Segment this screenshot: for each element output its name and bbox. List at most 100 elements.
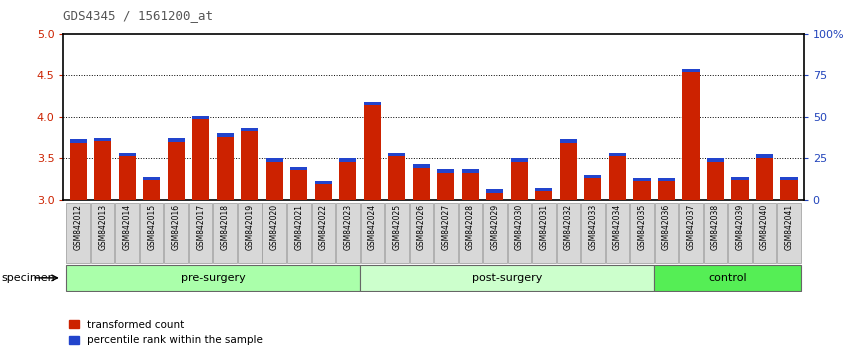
- Text: GSM842017: GSM842017: [196, 204, 206, 250]
- FancyBboxPatch shape: [287, 203, 310, 263]
- Bar: [118, 153, 135, 156]
- Text: GSM842020: GSM842020: [270, 204, 278, 250]
- Bar: [168, 138, 184, 142]
- Bar: [437, 169, 454, 200]
- Bar: [732, 177, 749, 180]
- FancyBboxPatch shape: [115, 203, 139, 263]
- Text: GSM842035: GSM842035: [637, 204, 646, 250]
- Text: specimen: specimen: [2, 273, 56, 283]
- Bar: [388, 153, 405, 156]
- Text: GSM842029: GSM842029: [491, 204, 499, 250]
- FancyBboxPatch shape: [213, 203, 237, 263]
- Bar: [266, 159, 283, 162]
- Bar: [94, 138, 111, 200]
- Text: GSM842019: GSM842019: [245, 204, 255, 250]
- FancyBboxPatch shape: [483, 203, 507, 263]
- FancyBboxPatch shape: [164, 203, 188, 263]
- FancyBboxPatch shape: [434, 203, 458, 263]
- Bar: [658, 178, 675, 181]
- FancyBboxPatch shape: [508, 203, 531, 263]
- Bar: [780, 177, 798, 180]
- Bar: [707, 159, 724, 200]
- Bar: [69, 139, 87, 143]
- Bar: [315, 181, 332, 184]
- Bar: [634, 178, 651, 200]
- Text: GSM842028: GSM842028: [466, 204, 475, 250]
- Text: GSM842024: GSM842024: [368, 204, 376, 250]
- Bar: [780, 177, 798, 200]
- Bar: [683, 69, 700, 72]
- Bar: [486, 189, 503, 193]
- Text: pre-surgery: pre-surgery: [180, 273, 245, 283]
- FancyBboxPatch shape: [532, 203, 556, 263]
- Text: GSM842040: GSM842040: [760, 204, 769, 250]
- Bar: [290, 167, 307, 200]
- Text: GSM842032: GSM842032: [564, 204, 573, 250]
- FancyBboxPatch shape: [728, 203, 752, 263]
- Text: GSM842012: GSM842012: [74, 204, 83, 250]
- Bar: [69, 139, 87, 200]
- Text: GSM842037: GSM842037: [686, 204, 695, 250]
- Text: GSM842013: GSM842013: [98, 204, 107, 250]
- Bar: [413, 164, 430, 167]
- Bar: [462, 169, 479, 172]
- Text: GSM842033: GSM842033: [589, 204, 597, 250]
- Bar: [217, 133, 233, 200]
- Bar: [585, 175, 602, 178]
- Bar: [339, 159, 356, 162]
- FancyBboxPatch shape: [91, 203, 114, 263]
- Bar: [511, 159, 528, 162]
- FancyBboxPatch shape: [360, 203, 384, 263]
- Text: GSM842038: GSM842038: [711, 204, 720, 250]
- Bar: [683, 69, 700, 200]
- Bar: [143, 177, 160, 180]
- Text: GSM842041: GSM842041: [784, 204, 794, 250]
- Bar: [609, 153, 626, 156]
- Text: GSM842031: GSM842031: [540, 204, 548, 250]
- Text: GSM842014: GSM842014: [123, 204, 132, 250]
- Text: GSM842027: GSM842027: [442, 204, 450, 250]
- Bar: [217, 133, 233, 137]
- Bar: [536, 188, 552, 191]
- FancyBboxPatch shape: [777, 203, 801, 263]
- Text: GSM842034: GSM842034: [613, 204, 622, 250]
- Bar: [732, 177, 749, 200]
- FancyBboxPatch shape: [409, 203, 433, 263]
- Bar: [192, 116, 209, 200]
- FancyBboxPatch shape: [654, 265, 801, 291]
- Bar: [511, 159, 528, 200]
- Bar: [560, 139, 577, 200]
- FancyBboxPatch shape: [581, 203, 605, 263]
- FancyBboxPatch shape: [66, 265, 360, 291]
- Text: GSM842022: GSM842022: [319, 204, 327, 250]
- FancyBboxPatch shape: [753, 203, 777, 263]
- Bar: [560, 139, 577, 143]
- Bar: [168, 138, 184, 200]
- FancyBboxPatch shape: [704, 203, 728, 263]
- FancyBboxPatch shape: [459, 203, 482, 263]
- Bar: [462, 169, 479, 200]
- FancyBboxPatch shape: [311, 203, 335, 263]
- FancyBboxPatch shape: [557, 203, 580, 263]
- Bar: [536, 188, 552, 200]
- FancyBboxPatch shape: [630, 203, 654, 263]
- Bar: [486, 189, 503, 200]
- Text: GSM842036: GSM842036: [662, 204, 671, 250]
- Text: GSM842025: GSM842025: [393, 204, 401, 250]
- Bar: [241, 128, 258, 200]
- FancyBboxPatch shape: [140, 203, 163, 263]
- Bar: [437, 169, 454, 172]
- Bar: [290, 167, 307, 170]
- FancyBboxPatch shape: [262, 203, 286, 263]
- Bar: [585, 175, 602, 200]
- Text: post-surgery: post-surgery: [472, 273, 542, 283]
- Bar: [609, 153, 626, 200]
- Text: GSM842026: GSM842026: [417, 204, 426, 250]
- Bar: [756, 154, 773, 200]
- FancyBboxPatch shape: [238, 203, 261, 263]
- Bar: [658, 178, 675, 200]
- Text: GSM842016: GSM842016: [172, 204, 181, 250]
- Bar: [266, 159, 283, 200]
- Bar: [241, 128, 258, 131]
- Text: GDS4345 / 1561200_at: GDS4345 / 1561200_at: [63, 9, 213, 22]
